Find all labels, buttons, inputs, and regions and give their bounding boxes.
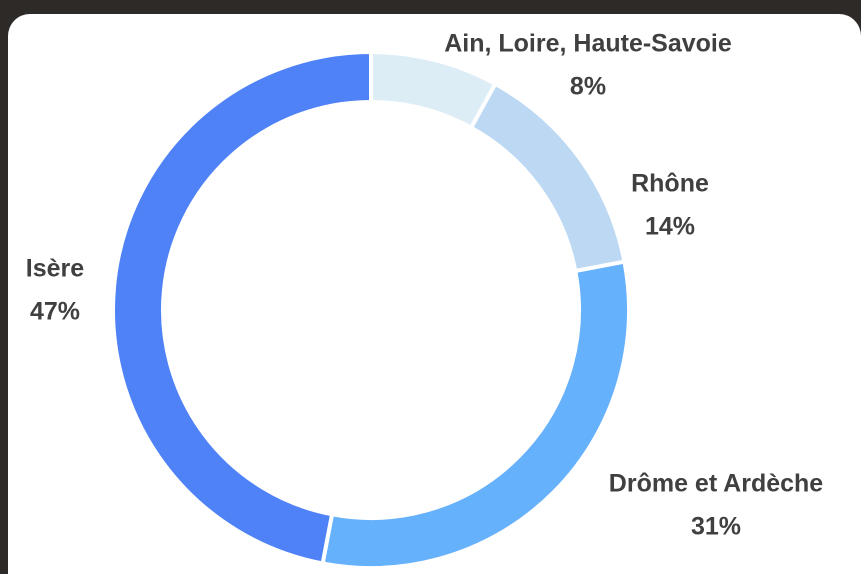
value-label: 14% [645, 213, 695, 241]
value-label: 47% [30, 298, 80, 326]
value-label: 31% [691, 513, 741, 541]
chart: Ain, Loire, Haute-Savoie 8% Rhône 14% Drôme … [0, 0, 861, 574]
category-label: Isère [26, 255, 84, 283]
category-label: Ain, Loire, Haute-Savoie [444, 30, 732, 58]
category-label: Rhône [631, 170, 709, 198]
category-label: Drôme et Ardèche [609, 470, 824, 498]
value-label: 8% [570, 73, 606, 101]
page: Ain, Loire, Haute-Savoie 8% Rhône 14% Drôme … [0, 0, 861, 574]
